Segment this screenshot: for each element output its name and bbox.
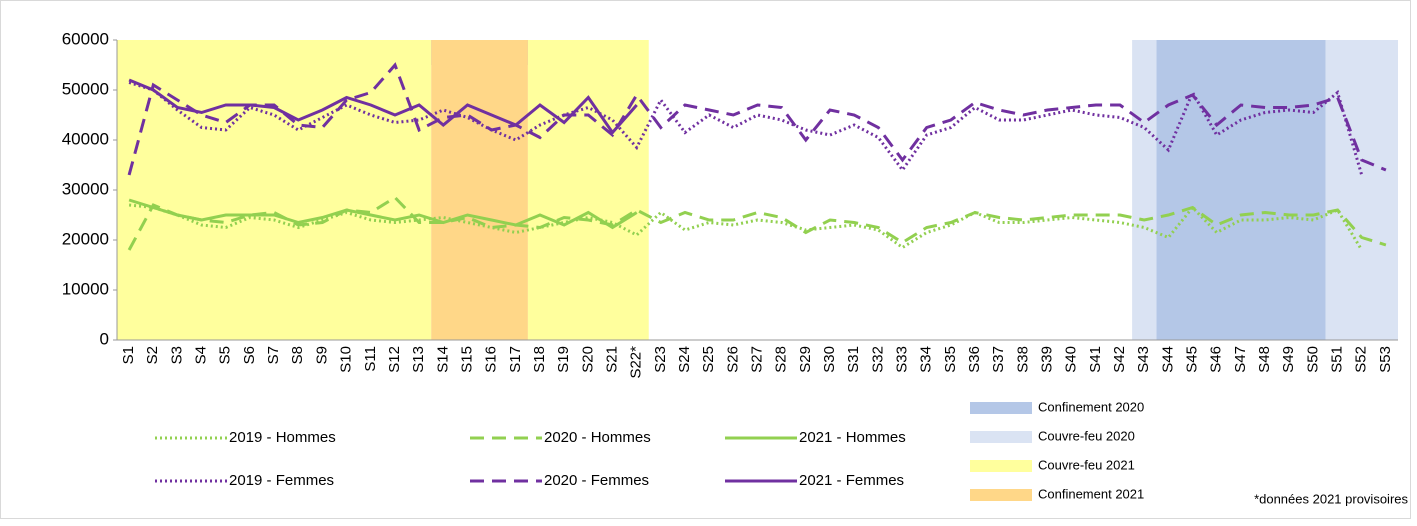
period-band — [431, 40, 528, 340]
y-tick-label: 20000 — [62, 229, 109, 248]
x-tick-label: S33 — [893, 346, 910, 373]
x-tick-label: S24 — [676, 346, 693, 373]
legend-label: Confinement 2020 — [1038, 399, 1144, 414]
period-band — [1325, 40, 1398, 340]
legend-label: Couvre-feu 2021 — [1038, 457, 1135, 472]
line-series — [128, 78, 638, 135]
x-tick-label: S1 — [120, 346, 137, 364]
line-series — [128, 198, 638, 230]
x-tick-label: S50 — [1304, 346, 1321, 373]
y-tick-label: 30000 — [62, 179, 109, 198]
legend-swatch — [970, 460, 1032, 472]
x-tick-label: S10 — [338, 346, 355, 373]
legend-label: 2021 - Hommes — [799, 429, 906, 446]
x-tick-label: S34 — [918, 346, 935, 373]
x-tick-label: S15 — [458, 346, 475, 373]
y-tick-label: 60000 — [62, 29, 109, 48]
period-band — [527, 40, 649, 340]
x-tick-label: S2 — [144, 346, 161, 364]
x-tick-label: S35 — [942, 346, 959, 373]
legend-label: 2019 - Hommes — [229, 429, 336, 446]
note: *données 2021 provisoires — [1254, 491, 1408, 506]
x-tick-label: S31 — [845, 346, 862, 373]
y-tick-label: 10000 — [62, 279, 109, 298]
line-series — [127, 195, 1387, 251]
x-tick-label: S12 — [386, 346, 403, 373]
x-tick-label: S4 — [193, 346, 210, 364]
x-tick-label: S22* — [628, 346, 645, 379]
x-tick-label: S18 — [531, 346, 548, 373]
x-tick-label: S40 — [1063, 346, 1080, 373]
line-series — [128, 203, 1363, 251]
legend-swatch — [970, 431, 1032, 443]
x-tick-label: S17 — [507, 346, 524, 373]
x-tick-label: S8 — [289, 346, 306, 364]
x-tick-label: S7 — [265, 346, 282, 364]
x-tick-label: S11 — [362, 346, 379, 372]
legend-swatch — [970, 489, 1032, 501]
x-tick-label: S5 — [217, 346, 234, 364]
x-tick-label: S47 — [1232, 346, 1249, 373]
x-tick-label: S52 — [1353, 346, 1370, 373]
x-tick-label: S41 — [1087, 346, 1104, 373]
x-tick-label: S3 — [168, 346, 185, 364]
x-tick-label: S6 — [241, 346, 258, 364]
x-tick-label: S46 — [1208, 346, 1225, 373]
x-tick-label: S44 — [1159, 346, 1176, 373]
x-tick-label: S37 — [990, 346, 1007, 373]
line-series — [127, 62, 1387, 176]
legend-label: 2020 - Hommes — [544, 429, 651, 446]
x-tick-label: S38 — [1014, 346, 1031, 373]
legend-label: 2021 - Femmes — [799, 472, 904, 489]
period-band — [1156, 40, 1326, 340]
x-tick-label: S16 — [483, 346, 500, 373]
x-tick-label: S39 — [1039, 346, 1056, 373]
x-tick-label: S48 — [1256, 346, 1273, 373]
legend-label: Confinement 2021 — [1038, 486, 1144, 501]
x-tick-label: S29 — [797, 346, 814, 373]
x-tick-label: S14 — [434, 346, 451, 373]
period-band — [117, 40, 432, 340]
x-tick-label: S20 — [579, 346, 596, 373]
x-tick-label: S9 — [313, 346, 330, 364]
x-tick-label: S30 — [821, 346, 838, 373]
x-tick-label: S43 — [1135, 346, 1152, 373]
y-tick-label: 0 — [100, 329, 109, 348]
legend-label: Couvre-feu 2020 — [1038, 428, 1135, 443]
x-tick-label: S13 — [410, 346, 427, 373]
x-tick-label: S19 — [555, 346, 572, 373]
line-series — [128, 81, 1364, 176]
x-tick-label: S27 — [748, 346, 765, 373]
x-tick-label: S36 — [966, 346, 983, 373]
x-tick-label: S28 — [773, 346, 790, 373]
x-tick-label: S51 — [1329, 346, 1346, 373]
x-tick-label: S42 — [1111, 346, 1128, 373]
x-tick-label: S49 — [1280, 346, 1297, 373]
period-band — [1132, 40, 1157, 340]
legend-swatch — [970, 402, 1032, 414]
legend-label: 2020 - Femmes — [544, 472, 649, 489]
x-tick-label: S23 — [652, 346, 669, 373]
x-tick-label: S32 — [869, 346, 886, 373]
x-tick-label: S25 — [700, 346, 717, 373]
x-tick-label: S45 — [1184, 346, 1201, 373]
x-tick-label: S53 — [1377, 346, 1394, 373]
x-tick-label: S26 — [724, 346, 741, 373]
x-tick-label: S21 — [603, 346, 620, 373]
y-tick-label: 40000 — [62, 129, 109, 148]
legend-label: 2019 - Femmes — [229, 472, 334, 489]
y-tick-label: 50000 — [62, 79, 109, 98]
